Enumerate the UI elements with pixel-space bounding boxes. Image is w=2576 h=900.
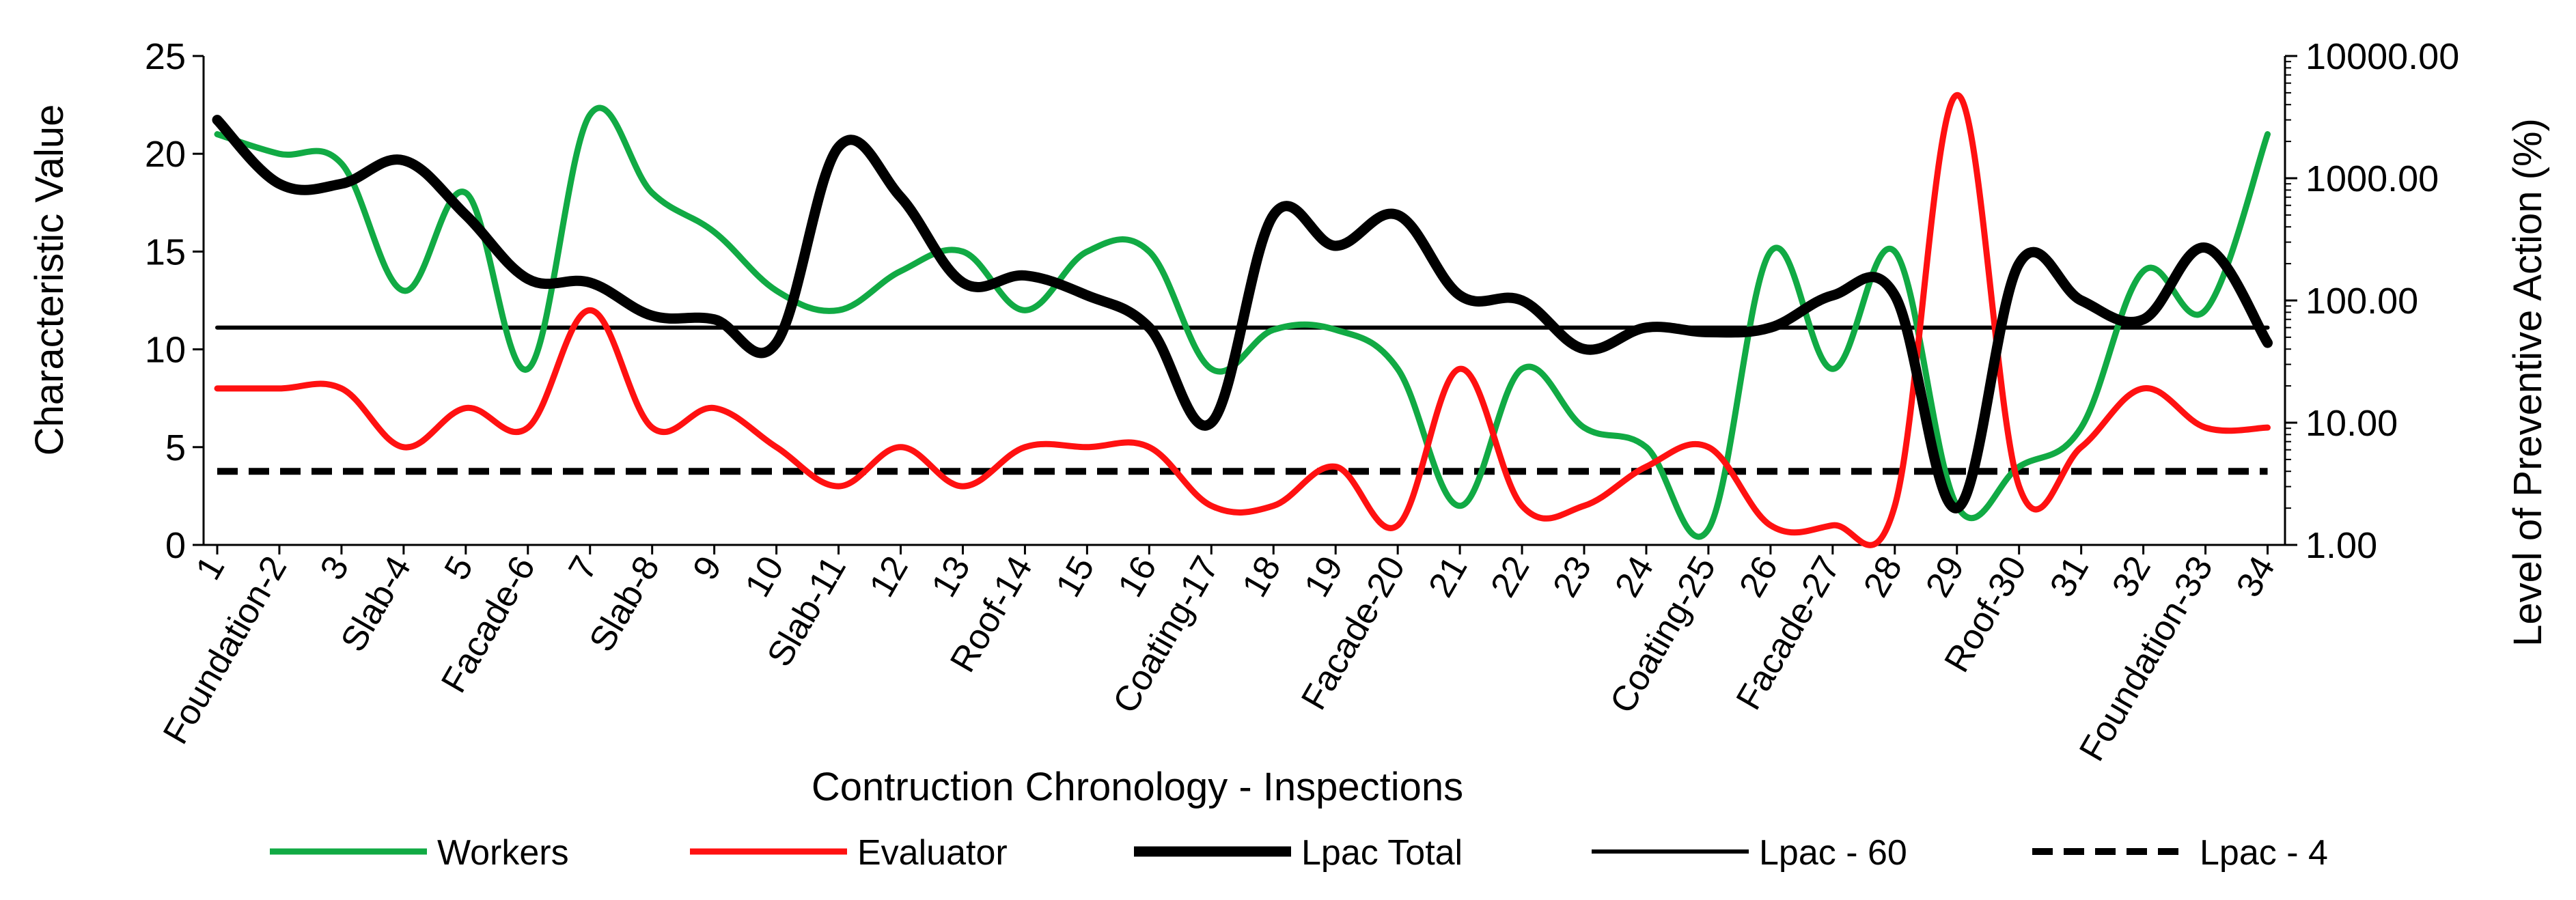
x-tick-label: 26 (1732, 550, 1786, 604)
x-tick-label: 12 (862, 550, 916, 604)
y2-tick-label: 100.00 (2305, 281, 2418, 322)
legend-label-workers: Workers (437, 833, 569, 873)
y-axis-label: Characteristic Value (27, 104, 72, 456)
x-tick-label: 21 (1421, 550, 1475, 604)
x-tick-label: 31 (2042, 550, 2096, 604)
x-tick-label: 22 (1483, 550, 1537, 604)
series-line-lpac-total (212, 115, 2273, 514)
x-tick-label: 18 (1234, 550, 1288, 604)
x-tick-label: 5 (437, 550, 482, 587)
legend-label-evaluator: Evaluator (857, 833, 1008, 873)
chart-axes: 05101520251.0010.00100.001000.0010000.00… (145, 36, 2459, 768)
x-tick-label: 23 (1545, 550, 1599, 604)
y2-tick-label: 10000.00 (2305, 36, 2459, 77)
x-tick-label: 34 (2229, 550, 2283, 604)
legend-label-lpac-total: Lpac Total (1301, 833, 1463, 873)
x-tick-label: 10 (738, 550, 792, 604)
x-tick-label: 19 (1297, 550, 1351, 604)
y-tick-label: 15 (145, 231, 186, 272)
y2-tick-label: 1000.00 (2305, 158, 2439, 199)
x-tick-label: 9 (685, 550, 730, 587)
x-tick-label: 32 (2105, 550, 2159, 604)
y-tick-label: 0 (165, 525, 186, 566)
y-tick-label: 10 (145, 330, 186, 371)
x-tick-label: 29 (1918, 550, 1972, 604)
y-tick-label: 5 (165, 427, 186, 468)
x-tick-label: 13 (924, 550, 978, 604)
y2-tick-label: 10.00 (2305, 403, 2398, 444)
y-tick-label: 20 (145, 134, 186, 175)
x-axis-label: Contruction Chronology - Inspections (812, 765, 1463, 809)
x-tick-label: 1 (189, 550, 233, 587)
x-tick-label: 28 (1856, 550, 1910, 604)
x-tick-label: 7 (561, 550, 605, 587)
y2-axis-label: Level of Preventive Action (%) (2506, 118, 2550, 647)
x-tick-label: 24 (1607, 550, 1661, 604)
legend-label-lpac-60: Lpac - 60 (1759, 833, 1907, 873)
x-tick-label: 16 (1111, 550, 1165, 604)
series-line-evaluator (214, 92, 2271, 548)
y2-tick-label: 1.00 (2305, 525, 2377, 566)
series-line-workers (214, 104, 2271, 540)
plot-lines (212, 92, 2273, 548)
legend: Workers Evaluator Lpac Total Lpac - 60 Lpac … (270, 833, 2328, 873)
x-tick-label: 3 (313, 550, 357, 587)
legend-label-lpac-4: Lpac - 4 (2200, 833, 2328, 873)
x-tick-label: 15 (1049, 550, 1103, 604)
y-tick-label: 25 (145, 36, 186, 77)
